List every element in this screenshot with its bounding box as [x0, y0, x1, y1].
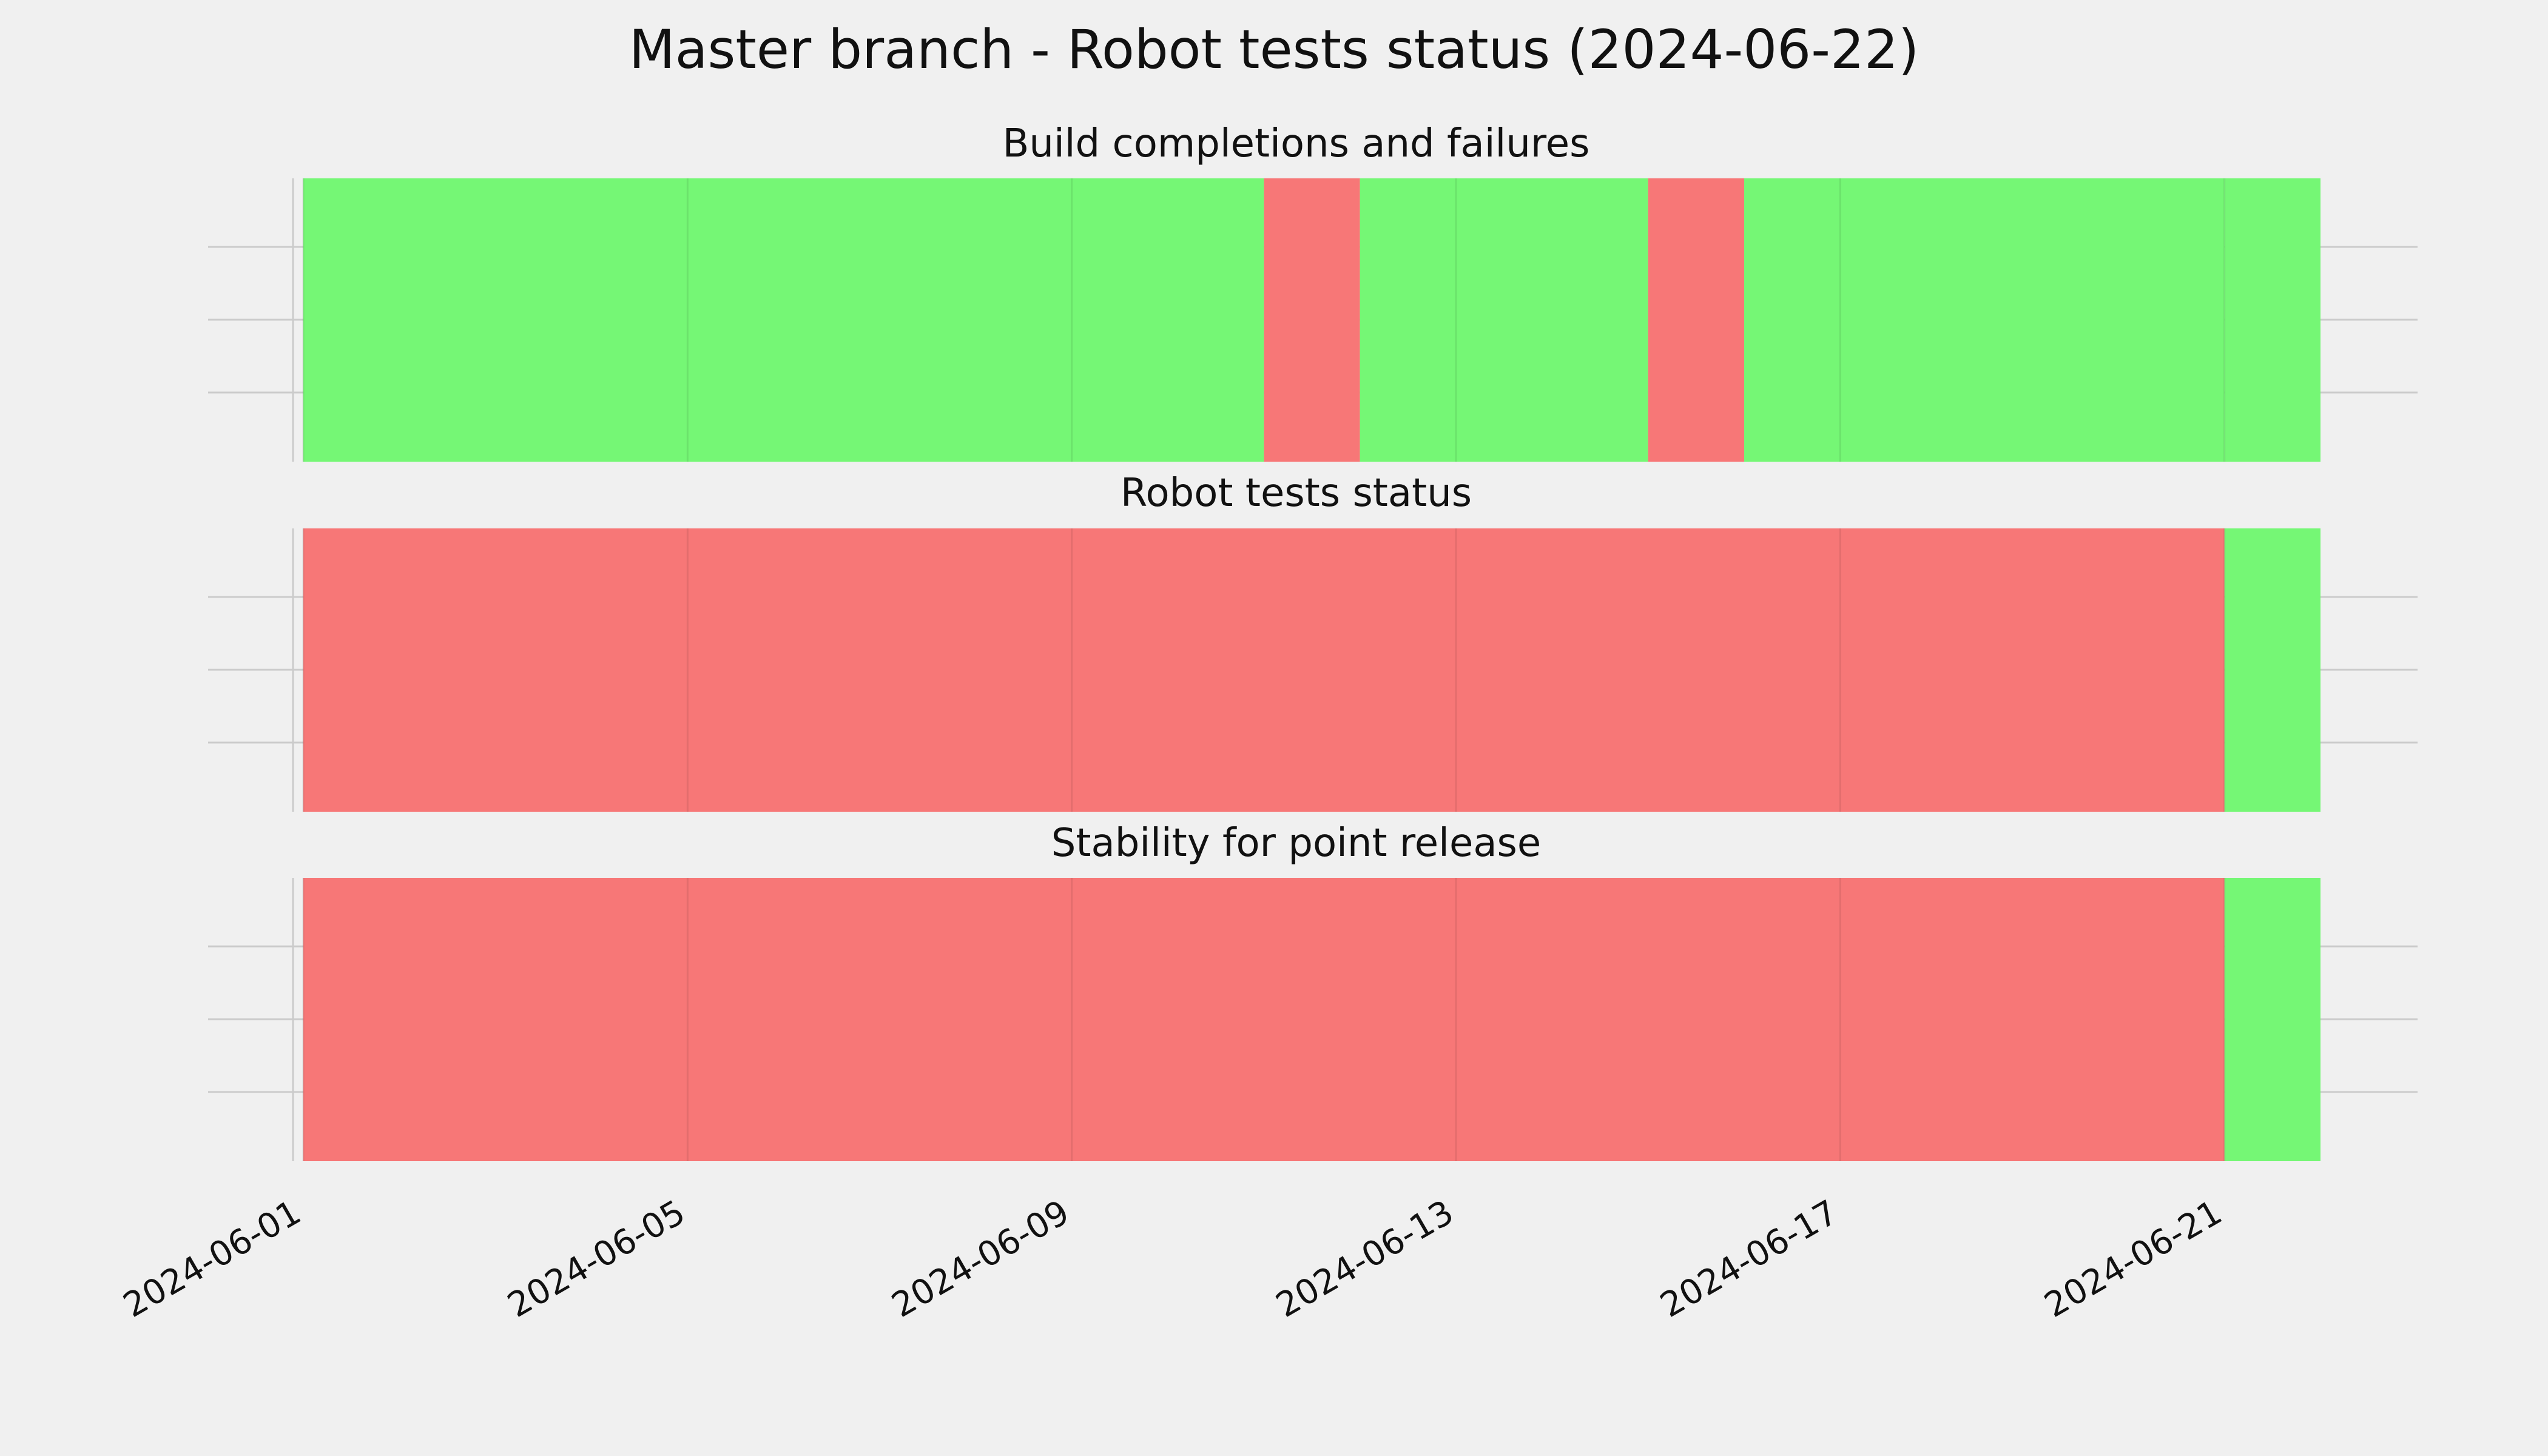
panel-3: Stability for point release [208, 821, 2418, 1161]
panel-2: Robot tests status [208, 471, 2418, 812]
status-bar-fail [303, 878, 2225, 1161]
status-bar-pass [2224, 878, 2320, 1161]
status-bar-fail [1264, 178, 1360, 462]
chart-panels: Build completions and failures Robot test… [208, 121, 2418, 1161]
status-bar-pass [1744, 178, 2225, 462]
panel-title: Build completions and failures [1003, 121, 1590, 166]
x-tick-label: 2024-06-01 [117, 1193, 308, 1326]
panel-1: Build completions and failures [208, 121, 2418, 462]
x-tick-label: 2024-06-21 [2038, 1193, 2228, 1326]
x-tick-label: 2024-06-09 [885, 1193, 1076, 1326]
x-tick-label: 2024-06-13 [1270, 1193, 1460, 1326]
panel-title: Robot tests status [1121, 471, 1472, 516]
status-bar-pass [1360, 178, 1648, 462]
chart-title: Master branch - Robot tests status (2024… [629, 18, 1919, 81]
status-bar-fail [303, 528, 2225, 812]
x-tick-label: 2024-06-05 [501, 1193, 692, 1326]
x-tick-label: 2024-06-17 [1654, 1193, 1844, 1326]
panel-title: Stability for point release [1051, 821, 1542, 866]
status-bar-pass [303, 178, 1264, 462]
status-bar-pass [2224, 528, 2320, 812]
status-bar-fail [1648, 178, 1744, 462]
status-bar-pass [2224, 178, 2320, 462]
x-axis: 2024-06-01 2024-06-05 2024-06-09 2024-06-13… [117, 1193, 2229, 1326]
